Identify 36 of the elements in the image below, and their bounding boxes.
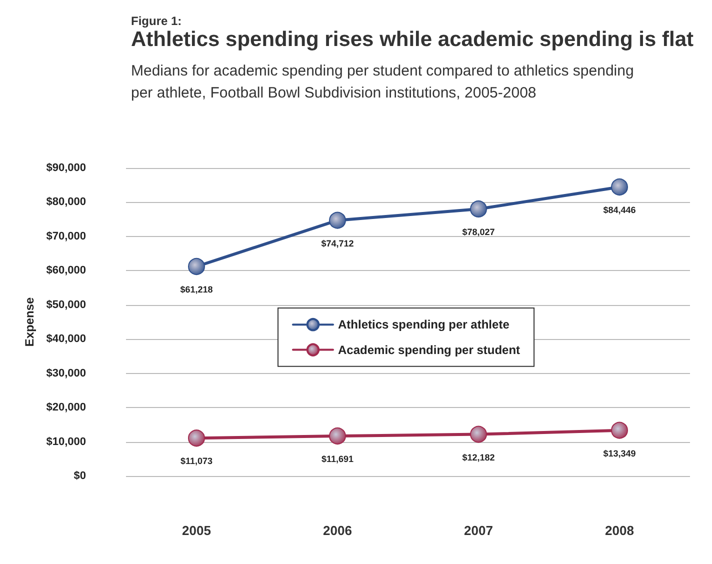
y-tick-label: $60,000 xyxy=(46,264,86,277)
legend-label: Athletics spending per athlete xyxy=(338,318,510,332)
data-label: $61,218 xyxy=(180,284,213,294)
caption: Figure 1: xyxy=(131,14,182,28)
y-tick-label: $70,000 xyxy=(46,230,86,242)
y-tick-label: $10,000 xyxy=(46,436,86,448)
y-axis-title: Expense xyxy=(22,296,36,347)
x-tick-label: 2007 xyxy=(464,523,493,538)
y-tick-label: $0 xyxy=(74,470,86,482)
point xyxy=(611,422,628,439)
data-label: $11,073 xyxy=(180,456,213,466)
legend-label: Academic spending per student xyxy=(338,342,520,357)
data-label: $12,182 xyxy=(462,452,495,462)
point xyxy=(470,426,487,443)
point xyxy=(188,258,205,275)
x-tick-label: 2006 xyxy=(323,523,352,538)
y-tick-label: $30,000 xyxy=(46,367,86,380)
point xyxy=(329,427,346,444)
data-label: $78,027 xyxy=(462,226,495,237)
data-label: $11,691 xyxy=(321,454,354,464)
data-label: $74,712 xyxy=(321,238,354,248)
data-label: $13,349 xyxy=(603,448,636,458)
y-tick-label: $50,000 xyxy=(46,298,86,311)
point xyxy=(470,200,487,218)
chart-subtitle: Medians for academic spending per student compared to athletics spending per athlete, Football Bowl Subdivision institutions, 2005-2008 xyxy=(131,62,634,102)
chart-title: Athletics spending rises while academic spending is flat xyxy=(131,28,694,51)
data-label: $84,446 xyxy=(603,205,636,216)
y-tick-label: $90,000 xyxy=(46,162,86,174)
y-tick-label: $40,000 xyxy=(46,333,86,346)
point xyxy=(329,212,346,229)
point xyxy=(188,430,205,447)
y-tick-label: $80,000 xyxy=(46,196,86,208)
x-tick-label: 2008 xyxy=(605,523,634,538)
point xyxy=(611,178,628,196)
x-tick-label: 2005 xyxy=(182,523,211,538)
y-tick-label: $20,000 xyxy=(46,402,86,414)
